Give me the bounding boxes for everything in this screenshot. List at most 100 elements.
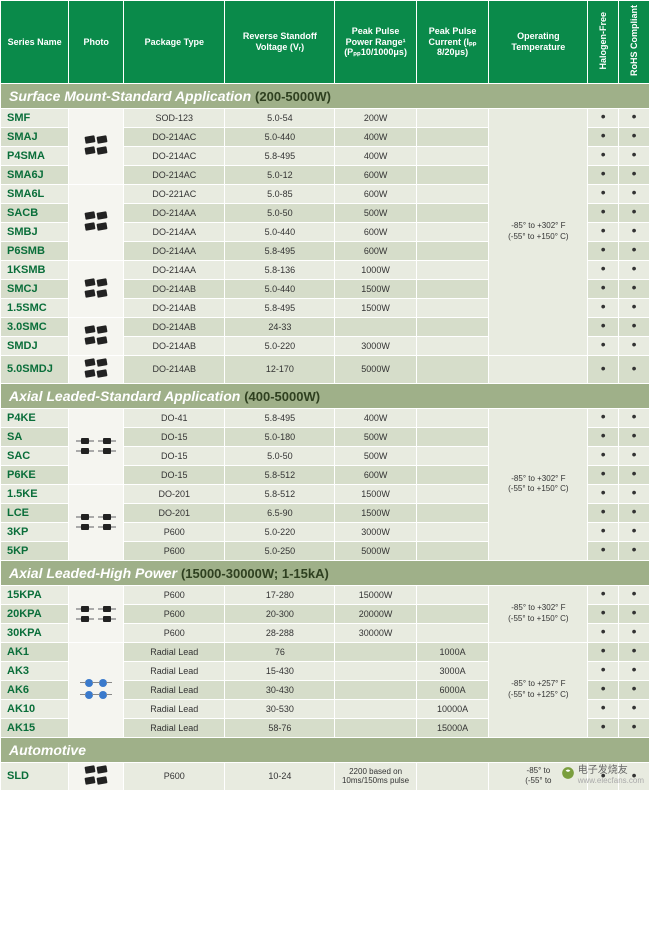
package-type: DO-41 bbox=[124, 408, 225, 427]
series-name: AK1 bbox=[1, 642, 69, 661]
section-header: Axial Leaded-Standard Application (400-5… bbox=[1, 383, 650, 408]
rohs-compliant: • bbox=[619, 184, 650, 203]
power: 500W bbox=[335, 427, 416, 446]
voltage: 10-24 bbox=[225, 762, 335, 790]
series-name: SLD bbox=[1, 762, 69, 790]
halogen-free: • bbox=[588, 427, 619, 446]
section-header: Axial Leaded-High Power (15000-30000W; 1… bbox=[1, 560, 650, 585]
rohs-compliant: • bbox=[619, 446, 650, 465]
series-name: 1.5KE bbox=[1, 484, 69, 503]
rohs-compliant: • bbox=[619, 604, 650, 623]
halogen-free: • bbox=[588, 680, 619, 699]
series-name: SMA6L bbox=[1, 184, 69, 203]
series-name: SMBJ bbox=[1, 222, 69, 241]
current bbox=[416, 165, 489, 184]
power: 3000W bbox=[335, 336, 416, 355]
voltage: 5.0-180 bbox=[225, 427, 335, 446]
rohs-compliant: • bbox=[619, 541, 650, 560]
series-name: SMDJ bbox=[1, 336, 69, 355]
current: 3000A bbox=[416, 661, 489, 680]
component-table: Series Name Photo Package Type Reverse S… bbox=[0, 0, 650, 791]
col-photo: Photo bbox=[69, 1, 124, 84]
component-photo bbox=[69, 317, 124, 355]
col-current: Peak Pulse Current (Iₚₚ 8/20μs) bbox=[416, 1, 489, 84]
col-rohs: RoHS Compliant bbox=[619, 1, 650, 84]
operating-temperature: -85° to +302° F(-55° to +150° C) bbox=[489, 408, 588, 560]
series-name: SMAJ bbox=[1, 127, 69, 146]
rohs-compliant: • bbox=[619, 718, 650, 737]
watermark-url: www.elecfans.com bbox=[578, 776, 644, 785]
operating-temperature bbox=[489, 355, 588, 383]
rohs-compliant: • bbox=[619, 427, 650, 446]
rohs-compliant: • bbox=[619, 661, 650, 680]
power: 600W bbox=[335, 222, 416, 241]
power bbox=[335, 699, 416, 718]
col-voltage: Reverse Standoff Voltage (Vᵣ) bbox=[225, 1, 335, 84]
component-photo bbox=[69, 585, 124, 642]
voltage: 30-530 bbox=[225, 699, 335, 718]
series-name: 15KPA bbox=[1, 585, 69, 604]
halogen-free: • bbox=[588, 298, 619, 317]
voltage: 17-280 bbox=[225, 585, 335, 604]
col-power: Peak Pulse Power Range¹ (Pₚₚ10/1000μs) bbox=[335, 1, 416, 84]
current bbox=[416, 541, 489, 560]
voltage: 5.0-220 bbox=[225, 336, 335, 355]
power: 5000W bbox=[335, 355, 416, 383]
series-name: AK3 bbox=[1, 661, 69, 680]
package-type: DO-214AC bbox=[124, 165, 225, 184]
component-photo bbox=[69, 108, 124, 184]
power: 600W bbox=[335, 241, 416, 260]
rohs-compliant: • bbox=[619, 317, 650, 336]
voltage: 5.8-495 bbox=[225, 241, 335, 260]
halogen-free: • bbox=[588, 317, 619, 336]
power: 400W bbox=[335, 146, 416, 165]
voltage: 5.0-12 bbox=[225, 165, 335, 184]
rohs-compliant: • bbox=[619, 127, 650, 146]
rohs-compliant: • bbox=[619, 355, 650, 383]
table-row: SLDP60010-242200 based on 10ms/150ms pul… bbox=[1, 762, 650, 790]
package-type: Radial Lead bbox=[124, 718, 225, 737]
series-name: 3.0SMC bbox=[1, 317, 69, 336]
power: 30000W bbox=[335, 623, 416, 642]
rohs-compliant: • bbox=[619, 146, 650, 165]
rohs-compliant: • bbox=[619, 484, 650, 503]
voltage: 20-300 bbox=[225, 604, 335, 623]
rohs-compliant: • bbox=[619, 522, 650, 541]
package-type: DO-214AB bbox=[124, 355, 225, 383]
current bbox=[416, 604, 489, 623]
series-name: P6KE bbox=[1, 465, 69, 484]
power: 600W bbox=[335, 465, 416, 484]
voltage: 5.8-495 bbox=[225, 146, 335, 165]
current bbox=[416, 465, 489, 484]
current bbox=[416, 298, 489, 317]
power: 400W bbox=[335, 408, 416, 427]
series-name: SACB bbox=[1, 203, 69, 222]
voltage: 5.8-495 bbox=[225, 298, 335, 317]
package-type: DO-201 bbox=[124, 503, 225, 522]
series-name: 1.5SMC bbox=[1, 298, 69, 317]
package-type: Radial Lead bbox=[124, 642, 225, 661]
halogen-free: • bbox=[588, 241, 619, 260]
series-name: 30KPA bbox=[1, 623, 69, 642]
package-type: DO-214AC bbox=[124, 127, 225, 146]
current bbox=[416, 146, 489, 165]
power bbox=[335, 680, 416, 699]
rohs-compliant: • bbox=[619, 165, 650, 184]
component-photo bbox=[69, 184, 124, 260]
table-row: 5.0SMDJDO-214AB12-1705000W•• bbox=[1, 355, 650, 383]
power: 200W bbox=[335, 108, 416, 127]
package-type: P600 bbox=[124, 585, 225, 604]
package-type: DO-15 bbox=[124, 427, 225, 446]
col-series: Series Name bbox=[1, 1, 69, 84]
power: 600W bbox=[335, 165, 416, 184]
package-type: DO-15 bbox=[124, 446, 225, 465]
current bbox=[416, 408, 489, 427]
series-name: AK10 bbox=[1, 699, 69, 718]
voltage: 5.0-220 bbox=[225, 522, 335, 541]
table-row: 15KPAP60017-28015000W-85° to +302° F(-55… bbox=[1, 585, 650, 604]
current bbox=[416, 503, 489, 522]
current bbox=[416, 203, 489, 222]
operating-temperature: -85° to +302° F(-55° to +150° C) bbox=[489, 108, 588, 355]
package-type: DO-214AA bbox=[124, 241, 225, 260]
series-name: SMF bbox=[1, 108, 69, 127]
